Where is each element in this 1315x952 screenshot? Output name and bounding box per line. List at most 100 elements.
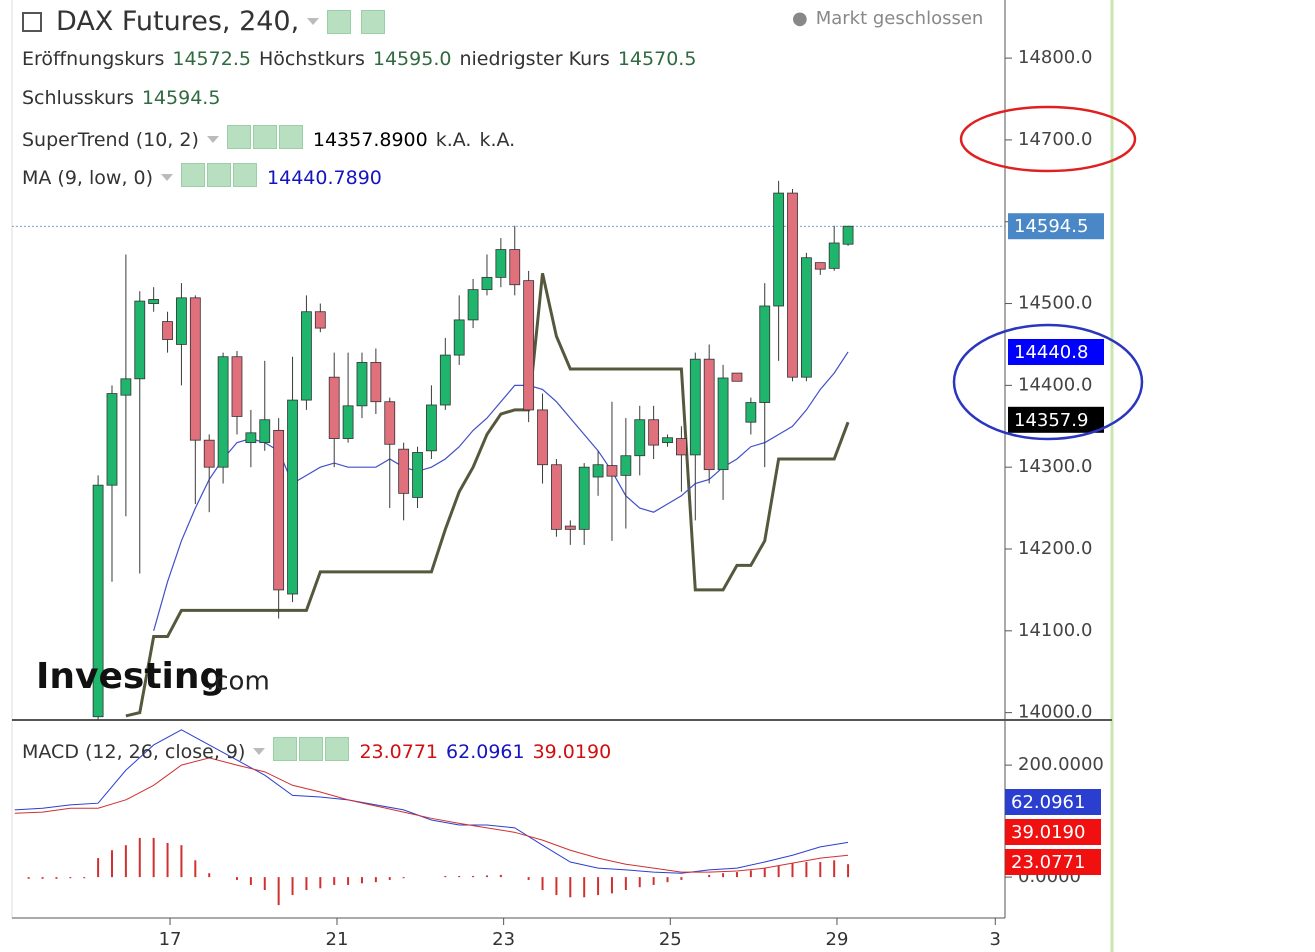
candle-body xyxy=(578,466,590,530)
highlight-ellipse xyxy=(952,323,1144,441)
line xyxy=(14,757,849,873)
candle-body xyxy=(134,300,146,380)
price-plot xyxy=(12,180,1005,720)
indicator-value: 62.0961 xyxy=(446,740,525,763)
indicator-name: MA (9, low, 0) xyxy=(22,166,154,189)
value-box-label: 62.0961 xyxy=(1011,792,1085,813)
eye-icon[interactable] xyxy=(273,737,298,761)
candle-body xyxy=(717,377,729,471)
candle-body xyxy=(106,393,118,486)
ohlc-label: Schlusskurs xyxy=(22,87,134,109)
candle-body xyxy=(731,372,743,382)
candle-body xyxy=(356,362,368,407)
candle-body xyxy=(703,358,715,471)
candle-body xyxy=(439,354,451,406)
x-tick-label: 3 xyxy=(990,929,1001,950)
gear-icon[interactable] xyxy=(252,125,277,149)
gear-icon[interactable] xyxy=(361,9,386,34)
candle-body xyxy=(426,404,437,452)
candle-body xyxy=(537,409,548,466)
candle-body xyxy=(328,376,340,439)
value-box xyxy=(1005,849,1101,875)
close-icon[interactable] xyxy=(325,737,350,761)
price-marker xyxy=(1008,406,1104,433)
collapse-icon[interactable] xyxy=(22,11,42,32)
value-box-label: 23.0771 xyxy=(1011,852,1085,873)
candle-body xyxy=(398,448,410,494)
eye-icon[interactable] xyxy=(226,125,251,149)
indicator-value: k.A. xyxy=(435,128,472,151)
indicator-name: MACD (12, 26, close, 9) xyxy=(22,740,246,763)
ohlc-label: Höchstkurs xyxy=(258,48,365,70)
value-box xyxy=(1005,819,1101,845)
candle-body xyxy=(495,249,507,278)
indicator-name: SuperTrend (10, 2) xyxy=(22,128,199,151)
candle-body xyxy=(412,452,423,498)
candle-body xyxy=(842,225,854,245)
x-tick-label: 29 xyxy=(826,929,849,950)
title-row: DAX Futures, 240, xyxy=(22,6,387,37)
candle-body xyxy=(245,432,257,444)
highlight-ellipse xyxy=(959,105,1137,173)
dropdown[interactable] xyxy=(161,174,174,181)
candle-body xyxy=(162,321,173,340)
y-tick-label: 14400.0 xyxy=(1018,374,1092,395)
candle-body xyxy=(384,401,396,445)
ohlc-value: 14572.5 xyxy=(172,48,251,70)
candle-body xyxy=(148,299,160,304)
title: DAX Futures, 240, xyxy=(56,6,300,37)
candle-body xyxy=(342,405,354,439)
candle-body xyxy=(787,192,798,378)
candle-body xyxy=(662,437,673,444)
candle-body xyxy=(203,439,215,468)
candle-body xyxy=(801,257,812,378)
price-marker-label: 14594.5 xyxy=(1014,216,1088,237)
ohlc-value: 14570.5 xyxy=(617,48,697,70)
ohlc-label: niedrigster Kurs xyxy=(459,48,610,70)
eye-icon[interactable] xyxy=(181,163,206,187)
candle-body xyxy=(606,465,618,477)
candle-body xyxy=(551,464,562,530)
eye-icon[interactable] xyxy=(327,9,352,34)
watermark: Investing xyxy=(36,656,225,697)
candle-body xyxy=(453,319,465,356)
candle-body xyxy=(620,455,632,476)
y-tick-label: 14000.0 xyxy=(1018,702,1092,723)
ohlc-label: Eröffnungskurs xyxy=(22,48,165,70)
dropdown[interactable] xyxy=(206,136,219,143)
y-tick-label: 14500.0 xyxy=(1018,293,1092,314)
candle-body xyxy=(634,419,646,457)
candle-body xyxy=(773,192,785,307)
candle-body xyxy=(689,358,701,456)
dropdown[interactable] xyxy=(307,18,320,25)
line xyxy=(153,351,849,631)
candle-body xyxy=(509,249,521,286)
candle-body xyxy=(564,525,576,530)
candle-body xyxy=(189,297,201,441)
ohlc-value: 14594.5 xyxy=(141,87,221,109)
candle-body xyxy=(828,242,840,269)
indicator-value: 39.0190 xyxy=(532,740,612,763)
candle-body xyxy=(287,399,298,595)
y-tick-label: 14100.0 xyxy=(1018,620,1092,641)
ohlc-value: 14595.0 xyxy=(372,48,452,70)
line xyxy=(125,272,850,718)
ohlc-row: Eröffnungskurs 14572.5 Höchstkurs 14595.0 … xyxy=(22,48,696,70)
close-icon[interactable] xyxy=(233,163,258,187)
y-tick-label: 14800.0 xyxy=(1018,47,1092,68)
candle-body xyxy=(523,280,535,411)
price-marker-label: 14440.8 xyxy=(1014,342,1088,363)
gear-icon[interactable] xyxy=(299,737,324,761)
dropdown[interactable] xyxy=(253,748,266,755)
candle-body xyxy=(745,402,757,423)
gear-icon[interactable] xyxy=(207,163,232,187)
close-icon[interactable] xyxy=(278,125,303,149)
candle-body xyxy=(648,419,660,446)
y-tick-label: 14200.0 xyxy=(1018,538,1092,559)
indicator-row: MACD (12, 26, close, 9) 23.0771 62.0961 … xyxy=(22,737,611,766)
candle-body xyxy=(176,297,187,345)
indicator-row: SuperTrend (10, 2) 14357.8900 k.A. k.A. xyxy=(22,125,515,154)
axes: 14000.0 14100.0 14200.0 14300.0 14400.0 14500… xyxy=(159,47,1104,950)
candle-body xyxy=(370,362,382,403)
